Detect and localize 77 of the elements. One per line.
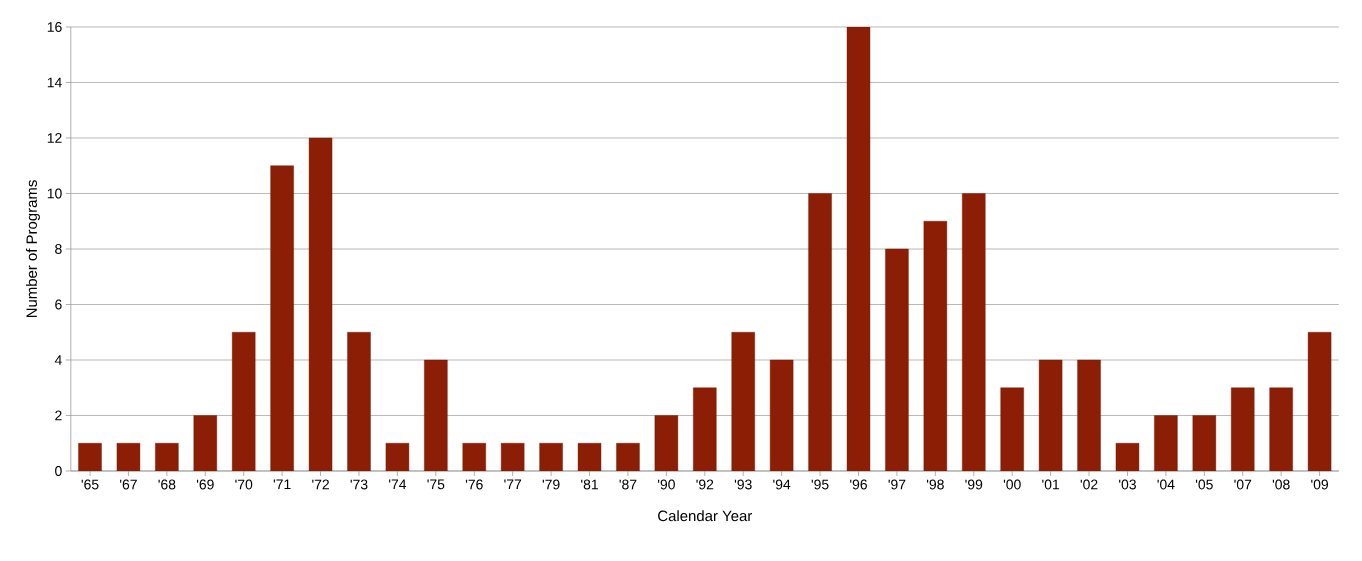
x-tick-label: '05	[1195, 479, 1213, 490]
y-tick-label: 6	[55, 299, 62, 310]
bar	[808, 193, 832, 471]
bar	[1038, 359, 1063, 471]
y-tick-label: 16	[47, 22, 62, 32]
bar	[424, 359, 448, 471]
bar	[577, 443, 602, 471]
bar	[385, 443, 410, 471]
bar	[539, 443, 563, 471]
x-tick-label: '92	[696, 479, 714, 490]
x-tick-label: '69	[196, 479, 214, 490]
y-tick-label: 0	[55, 466, 62, 476]
x-tick-label: '79	[542, 479, 560, 490]
x-tick-label: '01	[1042, 479, 1060, 490]
x-axis-title: Calendar Year	[658, 510, 753, 522]
y-tick-label: 2	[55, 410, 62, 421]
x-tick-label: '04	[1157, 479, 1175, 490]
x-tick-label: '02	[1080, 479, 1098, 490]
y-tick-label: 8	[55, 244, 62, 254]
bar	[731, 332, 755, 471]
bar	[1154, 415, 1178, 471]
bar	[116, 443, 141, 471]
x-tick-label: '72	[312, 479, 329, 490]
x-tick-label: '08	[1272, 479, 1290, 490]
bar	[654, 415, 679, 471]
bar	[347, 332, 371, 471]
x-tick-label: '07	[1234, 479, 1252, 490]
bar	[500, 443, 525, 471]
bar	[155, 443, 179, 471]
x-tick-label: '76	[465, 479, 483, 490]
y-tick-label: 4	[54, 355, 62, 365]
x-tick-label: '75	[427, 479, 445, 490]
x-tick-label: '77	[504, 479, 522, 490]
bar	[962, 193, 986, 471]
x-tick-label: '73	[350, 479, 368, 490]
bar	[462, 443, 486, 471]
x-tick-label: '99	[965, 479, 983, 490]
x-tick-label: '71	[273, 479, 291, 490]
x-tick-label: '70	[235, 479, 253, 490]
bar	[1269, 387, 1293, 471]
bar	[885, 248, 909, 471]
x-tick-label: '90	[657, 479, 675, 490]
bar	[1192, 415, 1217, 471]
bar	[769, 359, 794, 471]
x-tick-label: '68	[158, 479, 176, 490]
bar	[693, 387, 717, 471]
bar	[1077, 359, 1101, 471]
bar	[308, 137, 333, 471]
bar	[1000, 387, 1024, 471]
x-tick-label: '97	[888, 479, 906, 490]
x-tick-label: '65	[81, 479, 99, 490]
y-tick-label: 12	[47, 133, 62, 143]
bar	[78, 443, 102, 471]
x-tick-label: '93	[734, 479, 752, 490]
x-tick-label: '95	[811, 479, 829, 490]
x-tick-label: '94	[773, 479, 791, 490]
bar	[846, 26, 871, 471]
bar	[1231, 387, 1255, 471]
bar	[1307, 332, 1332, 471]
bar	[193, 415, 217, 471]
x-tick-label: '09	[1311, 479, 1329, 490]
bar	[923, 221, 948, 471]
x-tick-label: '81	[581, 479, 598, 490]
y-tick-label: 10	[47, 188, 62, 199]
bar	[270, 165, 294, 471]
y-axis-title: Number of Programs	[26, 180, 40, 318]
y-tick-label: 14	[47, 77, 62, 88]
bar	[616, 443, 640, 471]
x-tick-label: '96	[850, 479, 867, 490]
x-tick-label: '03	[1119, 479, 1136, 490]
x-tick-label: '98	[926, 479, 944, 490]
x-tick-label: '74	[389, 479, 407, 490]
x-tick-label: '67	[120, 479, 137, 490]
bar	[232, 332, 256, 471]
x-tick-label: '87	[619, 479, 637, 490]
x-tick-label: '00	[1003, 479, 1021, 490]
bar	[1115, 443, 1140, 471]
